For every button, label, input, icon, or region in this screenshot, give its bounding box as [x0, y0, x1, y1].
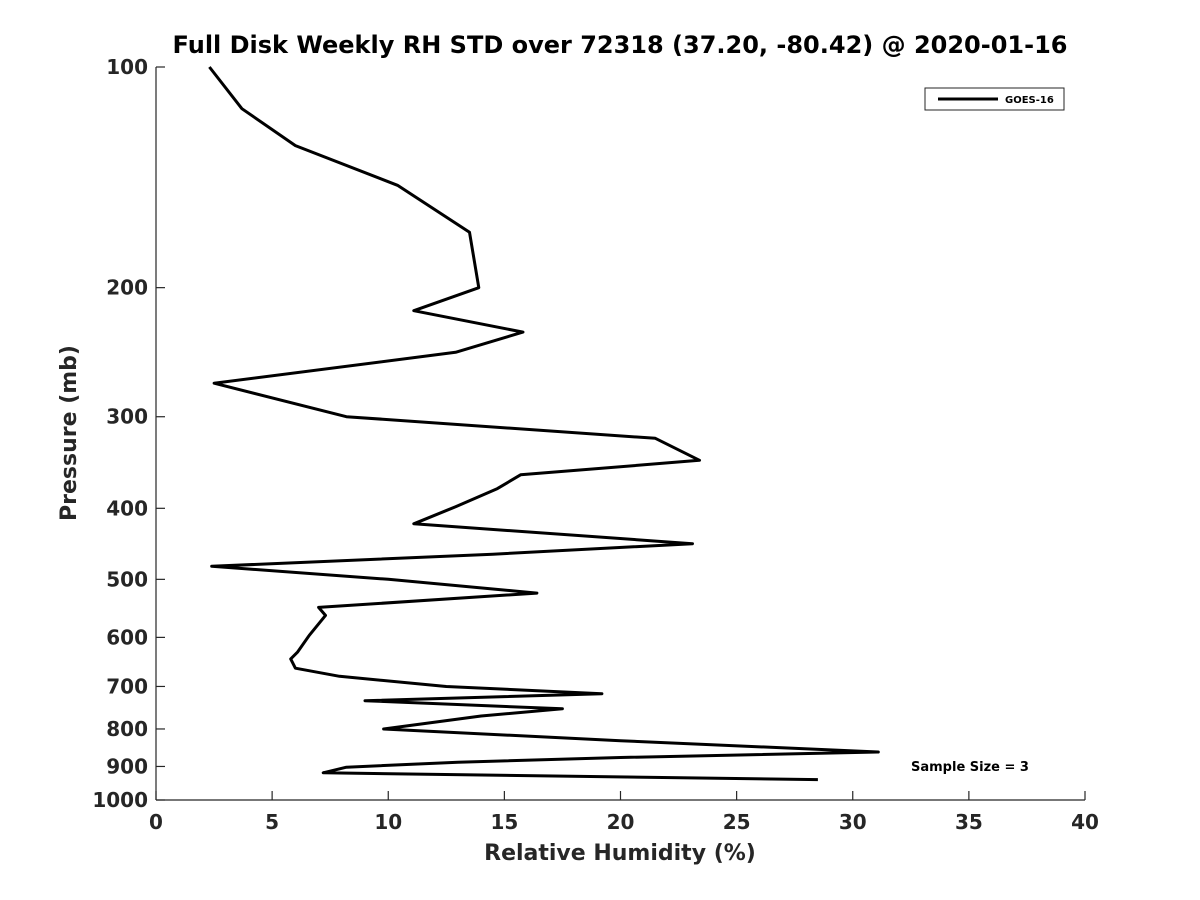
legend-label-goes-16: GOES-16: [1005, 95, 1054, 106]
x-tick-label: 10: [374, 810, 402, 834]
y-tick-label: 100: [106, 55, 148, 79]
sample-size-annotation: Sample Size = 3: [911, 760, 1029, 775]
x-tick-label: 0: [149, 810, 163, 834]
series-line-goes-16: [208, 66, 880, 782]
y-tick-label: 900: [106, 754, 148, 778]
x-tick-label: 25: [723, 810, 751, 834]
legend: GOES-16: [924, 87, 1065, 111]
y-tick-label: 700: [106, 674, 148, 698]
x-tick-label: 5: [265, 810, 279, 834]
axes: [155, 67, 1085, 801]
x-tick-label: 30: [839, 810, 867, 834]
y-ticks: 100 200 300 400 500 600 700 800 900 1000: [92, 55, 165, 812]
y-tick-label: 500: [106, 567, 148, 591]
y-tick-label: 300: [106, 405, 148, 429]
y-tick-label: 200: [106, 276, 148, 300]
x-tick-label: 35: [955, 810, 983, 834]
y-tick-label: 600: [106, 625, 148, 649]
x-tick-label: 15: [490, 810, 518, 834]
y-tick-label: 400: [106, 496, 148, 520]
series-layer: [208, 66, 880, 782]
x-tick-label: 40: [1071, 810, 1099, 834]
x-axis-label: Relative Humidity (%): [484, 841, 756, 866]
y-tick-label: 800: [106, 717, 148, 741]
x-tick-label: 20: [607, 810, 635, 834]
y-tick-label: 1000: [92, 788, 148, 812]
y-axis-label: Pressure (mb): [57, 345, 82, 521]
x-ticks: 0 5 10 15 20 25 30 35 40: [149, 791, 1099, 834]
chart-title: Full Disk Weekly RH STD over 72318 (37.2…: [173, 31, 1068, 59]
